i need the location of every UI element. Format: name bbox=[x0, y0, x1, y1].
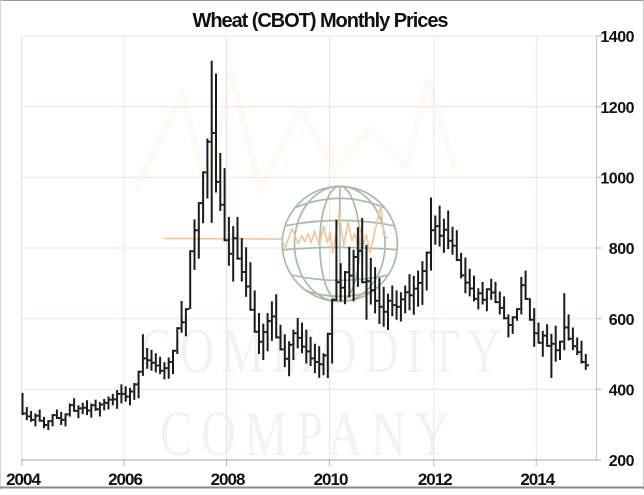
svg-text:Wheat (CBOT) Monthly Prices: Wheat (CBOT) Monthly Prices bbox=[193, 10, 449, 32]
svg-text:800: 800 bbox=[609, 241, 635, 258]
svg-text:2006: 2006 bbox=[108, 470, 142, 489]
svg-text:2004: 2004 bbox=[6, 470, 41, 489]
svg-text:COMMODITY: COMMODITY bbox=[140, 317, 509, 387]
svg-text:2010: 2010 bbox=[314, 470, 348, 489]
svg-text:400: 400 bbox=[609, 383, 635, 400]
svg-text:1200: 1200 bbox=[600, 100, 634, 117]
svg-text:1000: 1000 bbox=[600, 171, 634, 188]
svg-text:2008: 2008 bbox=[211, 470, 245, 489]
svg-text:200: 200 bbox=[609, 453, 635, 470]
svg-text:2012: 2012 bbox=[418, 470, 452, 489]
svg-text:1400: 1400 bbox=[600, 29, 634, 46]
svg-text:2014: 2014 bbox=[520, 470, 555, 489]
svg-text:COMPANY: COMPANY bbox=[160, 400, 459, 470]
svg-text:600: 600 bbox=[609, 312, 635, 329]
